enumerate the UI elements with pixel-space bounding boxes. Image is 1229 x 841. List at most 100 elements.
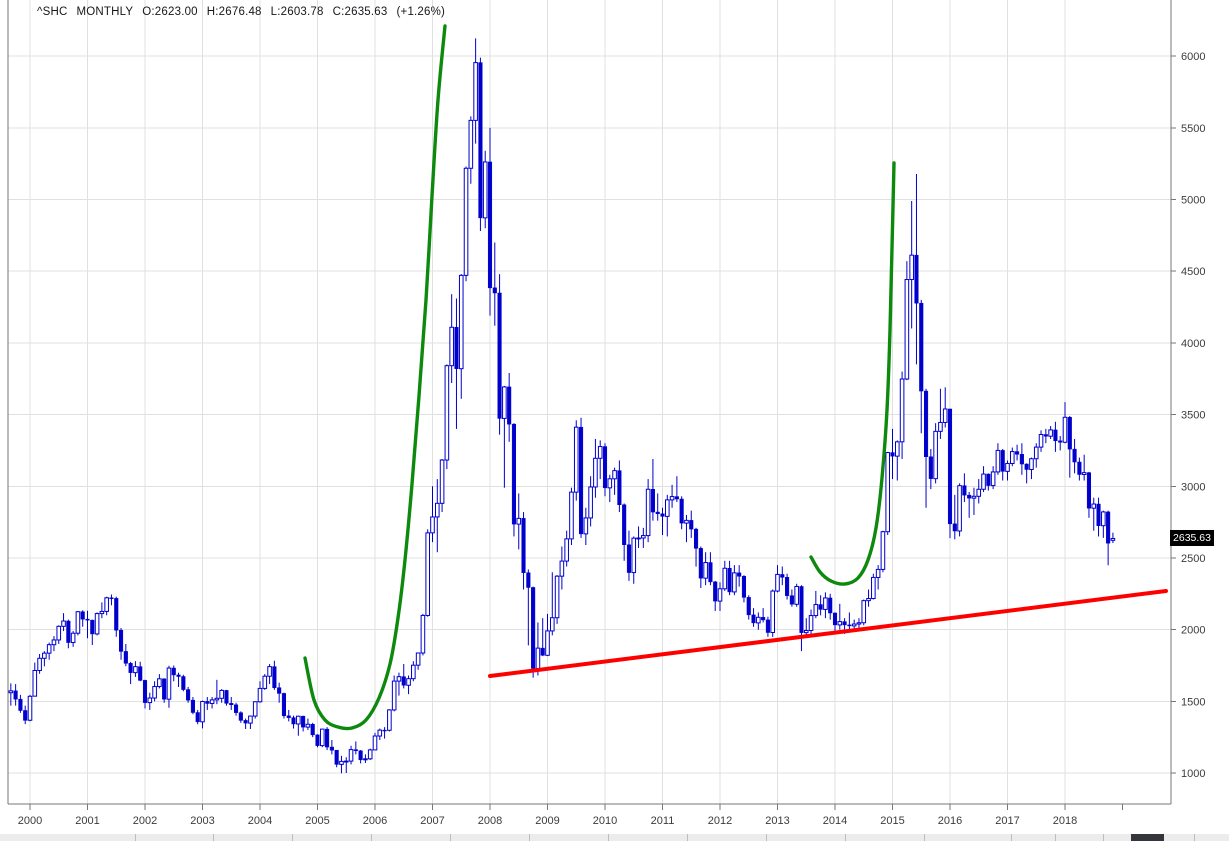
- x-tick-label: 2017: [995, 815, 1019, 827]
- green-curve-annotation[interactable]: [303, 24, 447, 731]
- red-trendline-annotation[interactable]: [488, 589, 1168, 678]
- candle-body-down: [1058, 440, 1063, 443]
- candle-body-up: [8, 690, 14, 694]
- candle-body-down: [85, 618, 90, 621]
- candle-body-down: [128, 663, 133, 673]
- candle-body-down: [967, 494, 972, 499]
- x-tick-label: 2009: [535, 815, 559, 827]
- candle-body-down: [693, 528, 699, 549]
- candle-body-down: [1015, 451, 1020, 455]
- candle-body-down: [118, 629, 124, 652]
- x-tick-label: 2002: [133, 815, 157, 827]
- candle-body-up: [933, 430, 938, 480]
- candle-body-down: [13, 690, 18, 700]
- candle-body-down: [114, 598, 119, 631]
- candle-body-up: [684, 519, 689, 524]
- bottom-scrollbar[interactable]: [0, 834, 1229, 841]
- scrollbar-divider: [1011, 834, 1012, 841]
- candle-body-up: [420, 614, 426, 654]
- candle-body-down: [401, 676, 406, 686]
- candle-body-down: [531, 587, 536, 669]
- candle-body-up: [664, 499, 670, 517]
- candle-body-up: [1081, 472, 1087, 476]
- high-value: H:2676.48: [206, 6, 262, 18]
- candle-body-up: [732, 572, 737, 593]
- timeframe-label: MONTHLY: [76, 6, 134, 18]
- candle-body-down: [540, 647, 545, 656]
- candle-body-up: [957, 485, 962, 532]
- y-tick-label: 3500: [1181, 410, 1205, 422]
- candle-body-down: [521, 518, 526, 573]
- candle-body-down: [1019, 454, 1024, 465]
- candle-body-down: [655, 511, 660, 515]
- candle-body-up: [636, 537, 641, 540]
- candle-body-down: [1043, 434, 1048, 437]
- candle-body-up: [147, 697, 153, 704]
- candle-body-down: [578, 426, 584, 535]
- candle-body-down: [1106, 511, 1111, 544]
- candle-body-up: [559, 560, 565, 577]
- candle-body-up: [545, 630, 550, 656]
- candle-body-down: [962, 485, 967, 496]
- candle-body-up: [813, 604, 819, 617]
- candle-body-down: [602, 446, 608, 489]
- candle-body-up: [473, 62, 478, 121]
- candle-body-up: [449, 326, 454, 367]
- candle-body-up: [612, 470, 617, 480]
- candle-body-down: [497, 292, 502, 419]
- scrollbar-divider: [135, 834, 136, 841]
- candle-body-up: [51, 639, 57, 646]
- candle-body-down: [382, 729, 387, 732]
- axes: [7, 0, 1176, 810]
- x-tick-label: 2013: [765, 815, 789, 827]
- candle-body-up: [27, 695, 33, 721]
- candle-body-up: [56, 625, 62, 641]
- candle-body-up: [899, 378, 905, 443]
- x-tick-label: 2010: [593, 815, 617, 827]
- candle-body-down: [233, 704, 239, 713]
- candle-body-up: [995, 449, 1001, 473]
- candle-body-up: [75, 611, 81, 634]
- candle-body-up: [803, 629, 809, 634]
- green-curve-annotation[interactable]: [809, 161, 896, 586]
- candle-body-up: [583, 517, 589, 535]
- candle-body-down: [689, 520, 694, 530]
- candle-body-down: [890, 452, 895, 457]
- candle-body-up: [468, 119, 474, 169]
- candle-body-up: [296, 715, 301, 725]
- candle-body-down: [1053, 429, 1058, 442]
- candle-body-up: [569, 491, 574, 540]
- drawing-annotations[interactable]: [303, 24, 1168, 731]
- candle-body-up: [1062, 416, 1068, 443]
- candle-body-up: [319, 728, 325, 747]
- candle-body-up: [458, 274, 464, 370]
- candle-body-up: [942, 408, 948, 423]
- scrollbar-thumb[interactable]: [1131, 834, 1164, 841]
- candle-body-up: [703, 562, 708, 579]
- y-tick-label: 3000: [1181, 481, 1205, 493]
- candle-body-up: [851, 623, 857, 627]
- candle-body-down: [138, 666, 143, 681]
- candle-body-up: [597, 446, 603, 459]
- x-tick-label: 2014: [823, 815, 847, 827]
- scrollbar-divider: [292, 834, 293, 841]
- candle-body-down: [847, 624, 852, 627]
- candle-body-down: [511, 423, 517, 525]
- candle-body-up: [904, 279, 910, 380]
- scrollbar-divider: [924, 834, 925, 841]
- candle-body-up: [252, 701, 258, 717]
- candle-body-down: [181, 676, 186, 690]
- candle-body-up: [70, 632, 76, 644]
- x-tick-label: 2007: [420, 815, 444, 827]
- candle-body-down: [277, 687, 282, 694]
- candle-body-up: [209, 699, 215, 704]
- candle-body-down: [123, 651, 128, 664]
- candle-body-down: [1096, 503, 1101, 526]
- candle-body-up: [46, 644, 52, 654]
- candle-body-down: [526, 572, 531, 588]
- change-percent: (+1.26%): [396, 6, 446, 18]
- candle-body-up: [396, 676, 402, 682]
- candle-body-up: [372, 735, 378, 751]
- candle-body-up: [894, 441, 900, 457]
